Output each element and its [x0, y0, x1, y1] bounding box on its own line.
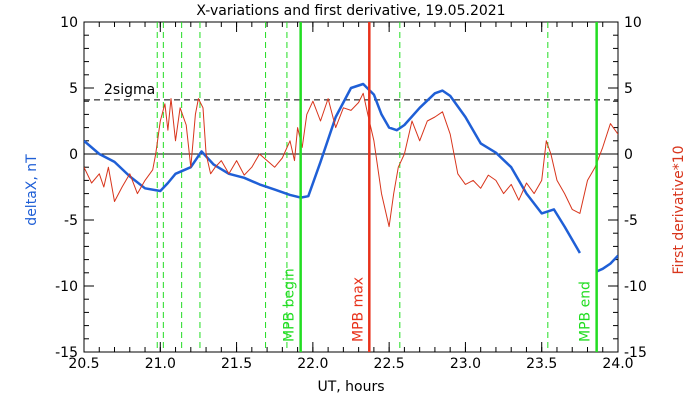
y-tick-label-left: 0 — [69, 147, 78, 163]
x-tick-label: 22.0 — [297, 356, 328, 372]
y-tick-label-left: -10 — [55, 279, 78, 295]
marker-label: MPB max — [350, 277, 366, 342]
y-tick-label-right: -5 — [624, 213, 638, 229]
series-deltaX_end-line — [596, 254, 618, 273]
y-tick-label-right: 5 — [624, 81, 633, 97]
y-axis-label-right: First derivative*10 — [671, 145, 687, 274]
chart-title: X-variations and first derivative, 19.05… — [196, 3, 505, 19]
data-series — [84, 82, 618, 273]
sigma-label: 2sigma — [104, 82, 155, 98]
x-tick-label: 21.0 — [145, 356, 176, 372]
marker-label: MPB begin — [282, 268, 298, 342]
x-tick-label: 20.5 — [68, 356, 99, 372]
y-tick-label-left: 5 — [69, 81, 78, 97]
y-axis-label-left: deltaX, nT — [24, 154, 40, 226]
plot-frame — [83, 21, 619, 353]
y-tick-label-left: 10 — [60, 15, 78, 31]
y-tick-label-right: -15 — [624, 345, 647, 361]
x-axis-label: UT, hours — [317, 379, 384, 395]
y-tick-label-left: -15 — [55, 345, 78, 361]
x-tick-label: 23.0 — [450, 356, 481, 372]
y-tick-label-left: -5 — [64, 213, 78, 229]
event-markers: MPB begin MPB max MPB end — [282, 22, 598, 352]
x-tick-label: 23.5 — [526, 356, 557, 372]
marker-label: MPB end — [578, 281, 594, 342]
x-tick-label: 22.5 — [374, 356, 405, 372]
axis-ticks: 20.5 21.0 21.5 22.0 22.5 23.0 23.5 24.0 10 10 5 5 0 0… — [55, 15, 647, 372]
series-derivative-line — [84, 92, 618, 228]
x-tick-label: 21.5 — [221, 356, 252, 372]
y-tick-label-right: 0 — [624, 147, 633, 163]
y-tick-label-right: 10 — [624, 15, 642, 31]
x-tick-label: 24.0 — [602, 356, 633, 372]
y-tick-label-right: -10 — [624, 279, 647, 295]
series-deltaX-line — [84, 82, 581, 254]
